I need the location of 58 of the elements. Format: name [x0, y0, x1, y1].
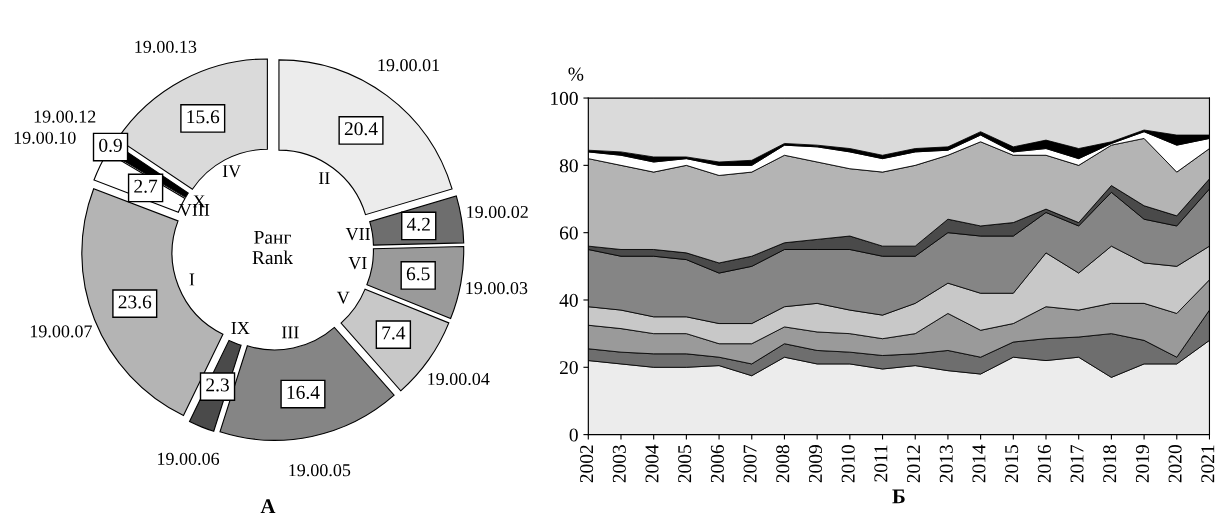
slice-label: 19.00.10 [14, 131, 76, 144]
y-axis-title: % [568, 67, 584, 81]
data-label: 23.6 [118, 295, 152, 309]
text: IV [222, 165, 241, 178]
x-tick-label: 2010 [841, 445, 855, 483]
x-tick-label: 2016 [1037, 444, 1051, 483]
x-tick-label: 2009 [808, 445, 823, 483]
data-label: 0.9 [99, 138, 122, 152]
slice-label: 19.00.05 [289, 464, 351, 477]
data-label: 7.4 [382, 326, 406, 340]
x-tick-label: 2020 [1168, 445, 1182, 483]
y-tick-label: 40 [559, 293, 578, 307]
x-tick-label: 2015 [1005, 445, 1019, 483]
slice-label: 19.00.07 [30, 325, 92, 338]
text: V [336, 291, 350, 304]
x-tick-label: 2013 [939, 445, 953, 483]
x-tick-label: 2005 [678, 445, 692, 483]
data-label: 16.4 [287, 385, 320, 399]
x-tick-label: 2007 [743, 444, 757, 483]
data-label: 15.6 [187, 110, 220, 124]
text: VI [348, 257, 367, 270]
slice-label: 19.00.06 [158, 452, 220, 465]
x-tick-label: 2008 [776, 445, 790, 483]
slice-label: 19.00.01 [378, 59, 440, 72]
x-tick-label: 2014 [972, 444, 986, 483]
text: III [281, 326, 299, 339]
y-tick-label: 20 [559, 361, 578, 375]
data-label: 4.2 [406, 217, 430, 231]
x-tick-label: 2004 [645, 444, 659, 483]
x-tick-label: 2019 [1135, 445, 1149, 483]
y-tick-label: 0 [569, 428, 578, 442]
x-axis-title: Б [892, 489, 905, 504]
slice-label: 19.00.13 [135, 40, 197, 53]
legend-label: 19.00.03 [466, 281, 528, 295]
x-tick-label: 2006 [710, 444, 724, 483]
text: II [318, 172, 330, 184]
text: I [189, 273, 195, 286]
x-tick-label: 2018 [1103, 445, 1117, 483]
y-tick-label: 60 [559, 226, 578, 240]
x-tick-label: 2017 [1070, 444, 1084, 483]
text: А [260, 499, 276, 513]
text: VII [345, 228, 370, 241]
slice-label: 19.00.12 [34, 110, 96, 123]
text: Ранг Rank [252, 230, 293, 265]
x-tick-label: 2002 [580, 445, 594, 483]
x-tick-label: 2012 [906, 445, 921, 483]
x-tick-label: 2003 [612, 445, 626, 483]
text: IX [231, 322, 250, 334]
data-label: 6.5 [406, 267, 430, 281]
x-tick-label: 2021 [1201, 445, 1215, 483]
y-tick-label: 100 [551, 91, 578, 105]
y-tick-label: 80 [559, 159, 578, 173]
data-label: 2.7 [134, 179, 158, 193]
x-tick-label: 2011 [874, 445, 888, 482]
slice-label: 19.00.04 [428, 372, 490, 386]
slice-label: 19.00.02 [467, 205, 528, 219]
data-label: 2.3 [206, 378, 229, 392]
data-label: 20.4 [344, 122, 378, 136]
